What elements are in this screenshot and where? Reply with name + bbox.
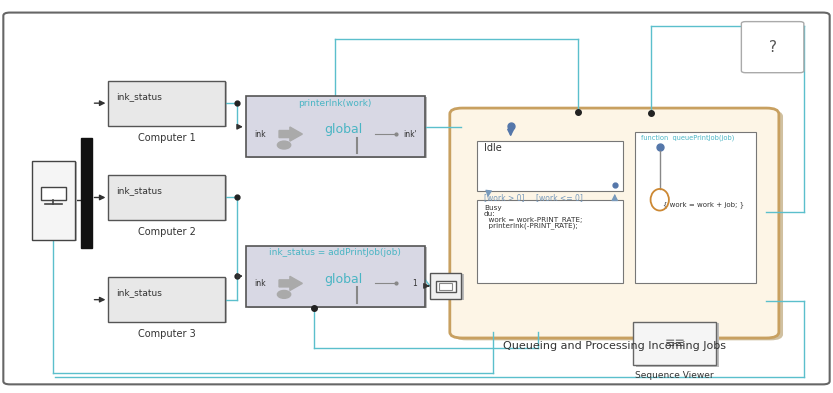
Ellipse shape	[277, 141, 291, 149]
Text: ink: ink	[254, 279, 266, 288]
Text: Computer 1: Computer 1	[137, 132, 196, 143]
Bar	[111, 176, 227, 221]
Text: ink: ink	[254, 130, 266, 139]
Bar	[111, 82, 227, 127]
Bar	[108, 81, 225, 126]
Text: [work > 0]: [work > 0]	[484, 193, 525, 202]
Text: ≡≡: ≡≡	[664, 337, 686, 351]
Bar	[111, 278, 227, 323]
Text: { work = work + job; }: { work = work + job; }	[663, 201, 744, 208]
Text: global: global	[325, 123, 362, 136]
Text: printerInk(-PRINT_RATE);: printerInk(-PRINT_RATE);	[484, 222, 578, 230]
Text: function  queuePrintJob(job): function queuePrintJob(job)	[641, 135, 734, 141]
Bar	[635, 132, 756, 283]
Polygon shape	[279, 276, 302, 290]
Text: du:: du:	[484, 211, 496, 217]
Text: Computer 3: Computer 3	[137, 329, 196, 339]
Bar	[248, 97, 427, 158]
Bar	[246, 96, 425, 157]
Bar	[32, 161, 75, 240]
Text: work = work-PRINT_RATE;: work = work-PRINT_RATE;	[484, 217, 582, 224]
Text: Idle: Idle	[484, 143, 501, 153]
Text: ink_status = addPrintJob(job): ink_status = addPrintJob(job)	[269, 248, 402, 257]
Text: ink': ink'	[402, 130, 416, 139]
FancyBboxPatch shape	[454, 110, 783, 340]
Bar	[436, 281, 456, 292]
Bar	[432, 274, 464, 300]
Text: global: global	[325, 273, 362, 286]
Bar	[477, 200, 623, 283]
Text: 1: 1	[412, 279, 416, 288]
Text: Busy: Busy	[484, 204, 501, 211]
Text: ink_status: ink_status	[117, 288, 162, 298]
Bar	[246, 246, 425, 307]
Bar	[477, 141, 623, 191]
Text: printerInk(work): printerInk(work)	[298, 99, 372, 108]
Text: ?: ?	[769, 40, 776, 55]
FancyBboxPatch shape	[741, 22, 804, 73]
Ellipse shape	[277, 290, 291, 298]
Text: Sequence Viewer: Sequence Viewer	[636, 371, 714, 380]
FancyBboxPatch shape	[450, 108, 779, 338]
Text: Queueing and Processing Incoming Jobs: Queueing and Processing Incoming Jobs	[503, 341, 726, 351]
Bar	[34, 162, 77, 241]
Bar	[636, 323, 719, 367]
Text: ink_status: ink_status	[117, 92, 162, 101]
Text: [work <= 0]: [work <= 0]	[536, 193, 582, 202]
Bar	[108, 175, 225, 220]
Bar	[430, 273, 461, 299]
Bar	[41, 187, 66, 200]
Bar	[633, 322, 716, 365]
Bar	[108, 277, 225, 322]
Bar	[439, 283, 452, 290]
Polygon shape	[279, 127, 302, 141]
Text: ink_status: ink_status	[117, 186, 162, 195]
Bar	[248, 247, 427, 308]
Text: Computer 2: Computer 2	[137, 227, 196, 237]
FancyBboxPatch shape	[3, 13, 830, 384]
Bar	[81, 138, 92, 248]
